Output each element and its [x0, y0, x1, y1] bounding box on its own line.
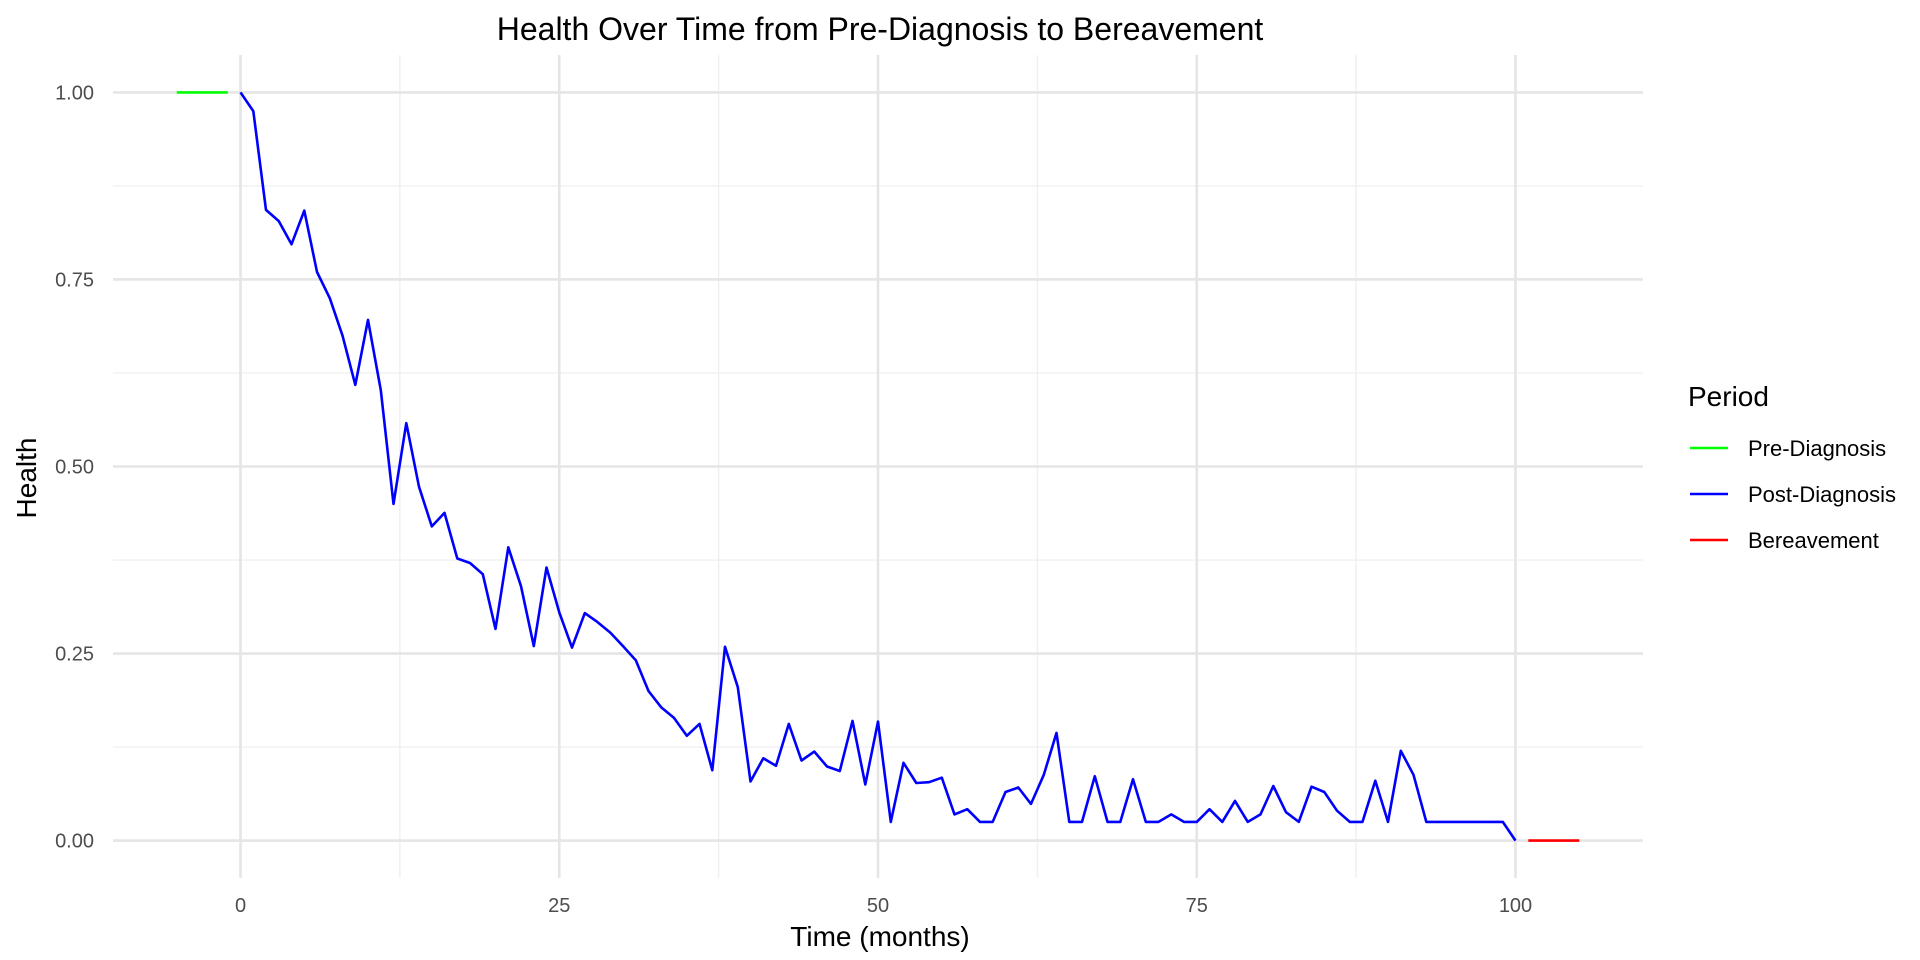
y-tick-label: 0.25 — [55, 644, 94, 666]
legend-title: Period — [1688, 381, 1769, 412]
chart-title: Health Over Time from Pre-Diagnosis to B… — [497, 11, 1264, 47]
x-tick-label: 75 — [1186, 895, 1208, 917]
x-axis-ticks: 0 25 50 75 100 — [235, 895, 1532, 917]
y-axis-ticks: 0.00 0.25 0.50 0.75 1.00 — [55, 82, 94, 852]
y-axis-title: Health — [11, 438, 42, 519]
y-tick-label: 1.00 — [55, 82, 94, 104]
series-lines — [176, 91, 1580, 842]
x-axis-title: Time (months) — [790, 921, 969, 952]
x-tick-label: 0 — [235, 895, 246, 917]
y-tick-label: 0.75 — [55, 269, 94, 291]
x-tick-label: 25 — [548, 895, 570, 917]
series-line-post-diagnosis — [239, 91, 1517, 842]
legend-label: Post-Diagnosis — [1748, 482, 1896, 507]
x-tick-label: 50 — [867, 895, 889, 917]
y-tick-label: 0.00 — [55, 831, 94, 853]
legend-label: Bereavement — [1748, 528, 1879, 553]
legend-label: Pre-Diagnosis — [1748, 436, 1886, 461]
grid — [113, 55, 1643, 878]
legend: Period Pre-Diagnosis Post-Diagnosis Bereav… — [1688, 381, 1896, 553]
y-tick-label: 0.50 — [55, 457, 94, 479]
x-tick-label: 100 — [1499, 895, 1532, 917]
